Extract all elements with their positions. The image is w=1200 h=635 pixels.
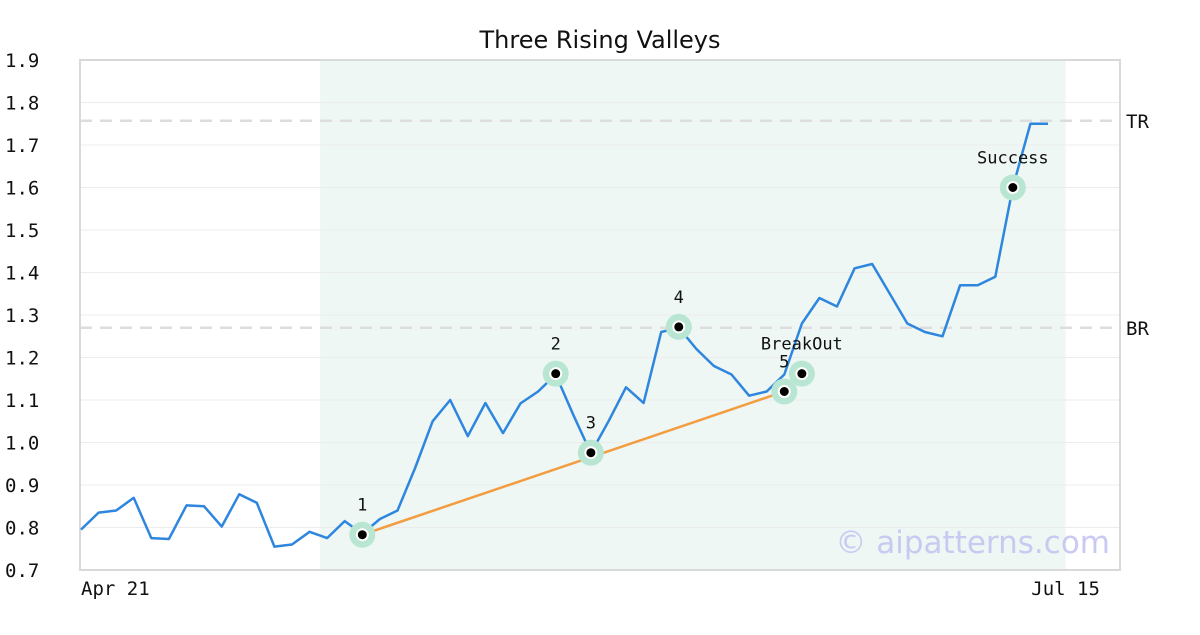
plot-frame bbox=[79, 59, 1121, 571]
y-axis-ticks: 0.7 0.8 0.9 1.0 1.1 1.2 1.3 1.4 1.5 1.6 1.7 1.8 1.9 bbox=[5, 50, 39, 582]
watermark-text: © aipatterns.com bbox=[835, 525, 1110, 561]
pattern-point-marker bbox=[672, 320, 686, 334]
y-tick-label: 1.0 bbox=[5, 433, 39, 455]
trendline-layer bbox=[361, 390, 785, 536]
price-series-line bbox=[80, 122, 1048, 548]
pattern-point-label: 5 bbox=[779, 353, 789, 373]
y-tick-label: 1.2 bbox=[5, 348, 39, 370]
y-tick-label: 1.6 bbox=[5, 178, 39, 200]
y-tick-label: 1.3 bbox=[5, 305, 39, 327]
trendline bbox=[361, 390, 785, 536]
pattern-point-label: 3 bbox=[586, 414, 596, 434]
pattern-point-marker bbox=[355, 528, 369, 542]
y-tick-label: 0.7 bbox=[5, 560, 39, 582]
y-tick-label: 1.4 bbox=[5, 263, 39, 285]
pattern-point-marker bbox=[1006, 181, 1020, 194]
y-tick-label: 1.5 bbox=[5, 220, 39, 242]
pattern-point-label: 4 bbox=[674, 288, 684, 308]
pattern-point-marker bbox=[584, 446, 598, 460]
level-label: BR bbox=[1126, 318, 1149, 340]
y-tick-label: 1.7 bbox=[5, 135, 39, 157]
chart-title: Three Rising Valleys bbox=[478, 26, 720, 54]
x-axis-ticks: Apr 21 Jul 15 bbox=[81, 578, 1100, 600]
pattern-point-label: BreakOut bbox=[761, 335, 843, 355]
level-label: TR bbox=[1126, 111, 1149, 133]
pattern-point-marker bbox=[777, 385, 791, 398]
pattern-point-label: 1 bbox=[357, 496, 367, 516]
x-tick-label: Jul 15 bbox=[1031, 578, 1100, 600]
y-tick-label: 1.8 bbox=[5, 93, 39, 115]
x-tick-label: Apr 21 bbox=[81, 578, 150, 600]
y-tick-label: 0.9 bbox=[5, 475, 39, 497]
y-tick-label: 0.8 bbox=[5, 518, 39, 540]
pattern-point-label: Success bbox=[977, 149, 1049, 169]
pattern-point-marker bbox=[549, 367, 563, 381]
y-tick-label: 1.1 bbox=[5, 390, 39, 412]
pattern-point-label: 2 bbox=[551, 335, 561, 355]
pattern-point-marker bbox=[795, 367, 809, 381]
y-tick-label: 1.9 bbox=[5, 50, 39, 72]
series-layer bbox=[80, 122, 1048, 548]
